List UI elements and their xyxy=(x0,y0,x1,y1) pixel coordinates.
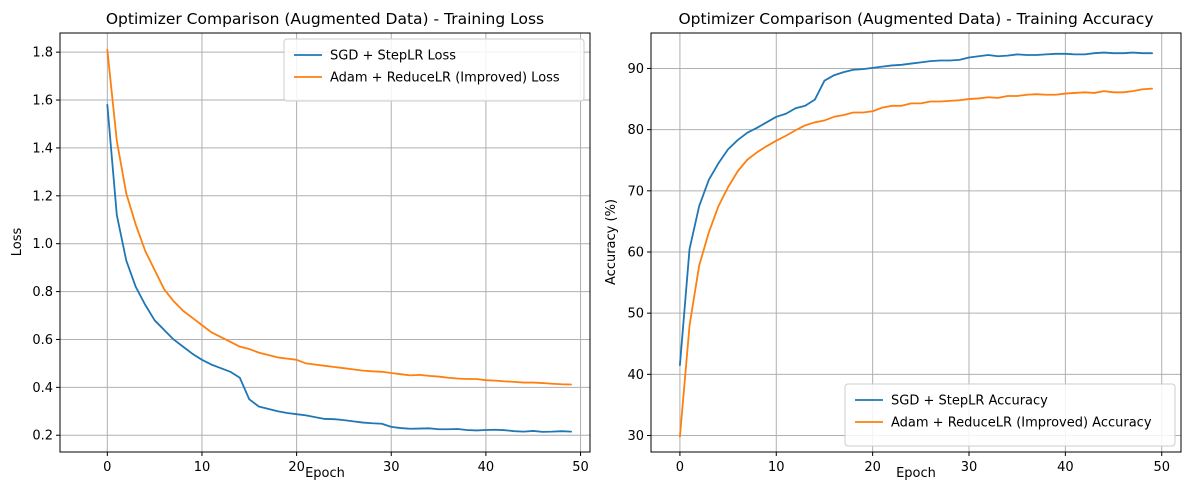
loss-series-line-2 xyxy=(106,48,572,386)
accuracy-y-tick-label: 70 xyxy=(627,184,644,199)
accuracy-chart-title: Optimizer Comparison (Augmented Data) - … xyxy=(678,10,1153,28)
accuracy-y-tick-label: 30 xyxy=(627,429,644,444)
loss-chart-title: Optimizer Comparison (Augmented Data) - … xyxy=(106,10,544,28)
loss-chart: Optimizer Comparison (Augmented Data) - … xyxy=(10,10,591,481)
accuracy-x-tick-label: 20 xyxy=(864,460,881,475)
accuracy-x-axis-label: Epoch xyxy=(896,466,936,481)
loss-x-tick-label: 30 xyxy=(383,460,400,475)
loss-y-tick-label: 1.4 xyxy=(32,141,53,156)
loss-series-line-1 xyxy=(106,103,572,433)
loss-x-tick-label: 0 xyxy=(103,460,111,475)
loss-y-tick-label: 0.2 xyxy=(32,429,53,444)
loss-y-tick-label: 0.6 xyxy=(32,333,53,348)
accuracy-plot-frame xyxy=(650,32,1182,453)
accuracy-x-tick-label: 40 xyxy=(1057,460,1074,475)
loss-x-tick-label: 10 xyxy=(194,460,211,475)
loss-x-tick-label: 50 xyxy=(572,460,589,475)
loss-plot-frame xyxy=(59,32,591,453)
loss-legend: SGD + StepLR Loss Adam + ReduceLR (Improv… xyxy=(283,38,585,102)
accuracy-series-line-1 xyxy=(679,51,1153,367)
loss-legend-label-2: Adam + ReduceLR (Improved) Loss xyxy=(330,71,560,86)
accuracy-x-tick-label: 50 xyxy=(1153,460,1170,475)
accuracy-y-tick-label: 90 xyxy=(627,62,644,77)
loss-y-tick-label: 1.6 xyxy=(32,94,53,109)
accuracy-legend: SGD + StepLR Accuracy Adam + ReduceLR (Im… xyxy=(844,383,1176,447)
accuracy-legend-label-1: SGD + StepLR Accuracy xyxy=(891,394,1048,409)
loss-x-axis-label: Epoch xyxy=(305,466,345,481)
accuracy-y-axis-label: Accuracy (%) xyxy=(604,199,619,285)
accuracy-legend-box xyxy=(844,383,1176,447)
accuracy-chart: Optimizer Comparison (Augmented Data) - … xyxy=(604,10,1182,481)
loss-y-tick-label: 0.4 xyxy=(32,381,53,396)
loss-y-tick-label: 1.0 xyxy=(32,237,53,252)
accuracy-legend-label-2: Adam + ReduceLR (Improved) Accuracy xyxy=(891,416,1152,431)
loss-x-tick-label: 40 xyxy=(478,460,495,475)
accuracy-y-tick-label: 80 xyxy=(627,123,644,138)
accuracy-y-tick-label: 50 xyxy=(627,307,644,322)
loss-y-axis-label: Loss xyxy=(10,228,25,257)
loss-legend-label-1: SGD + StepLR Loss xyxy=(330,49,456,64)
loss-y-tick-label: 1.2 xyxy=(32,189,53,204)
accuracy-y-tick-label: 60 xyxy=(627,245,644,260)
accuracy-series-line-2 xyxy=(679,87,1153,438)
accuracy-grid xyxy=(651,33,1181,452)
accuracy-x-tick-label: 10 xyxy=(768,460,785,475)
accuracy-x-tick-label: 0 xyxy=(676,460,684,475)
loss-x-tick-label: 20 xyxy=(288,460,305,475)
loss-y-tick-label: 1.8 xyxy=(32,46,53,61)
loss-y-tick-label: 0.8 xyxy=(32,285,53,300)
loss-legend-box xyxy=(283,38,585,102)
accuracy-y-tick-label: 40 xyxy=(627,368,644,383)
accuracy-x-tick-label: 30 xyxy=(961,460,978,475)
